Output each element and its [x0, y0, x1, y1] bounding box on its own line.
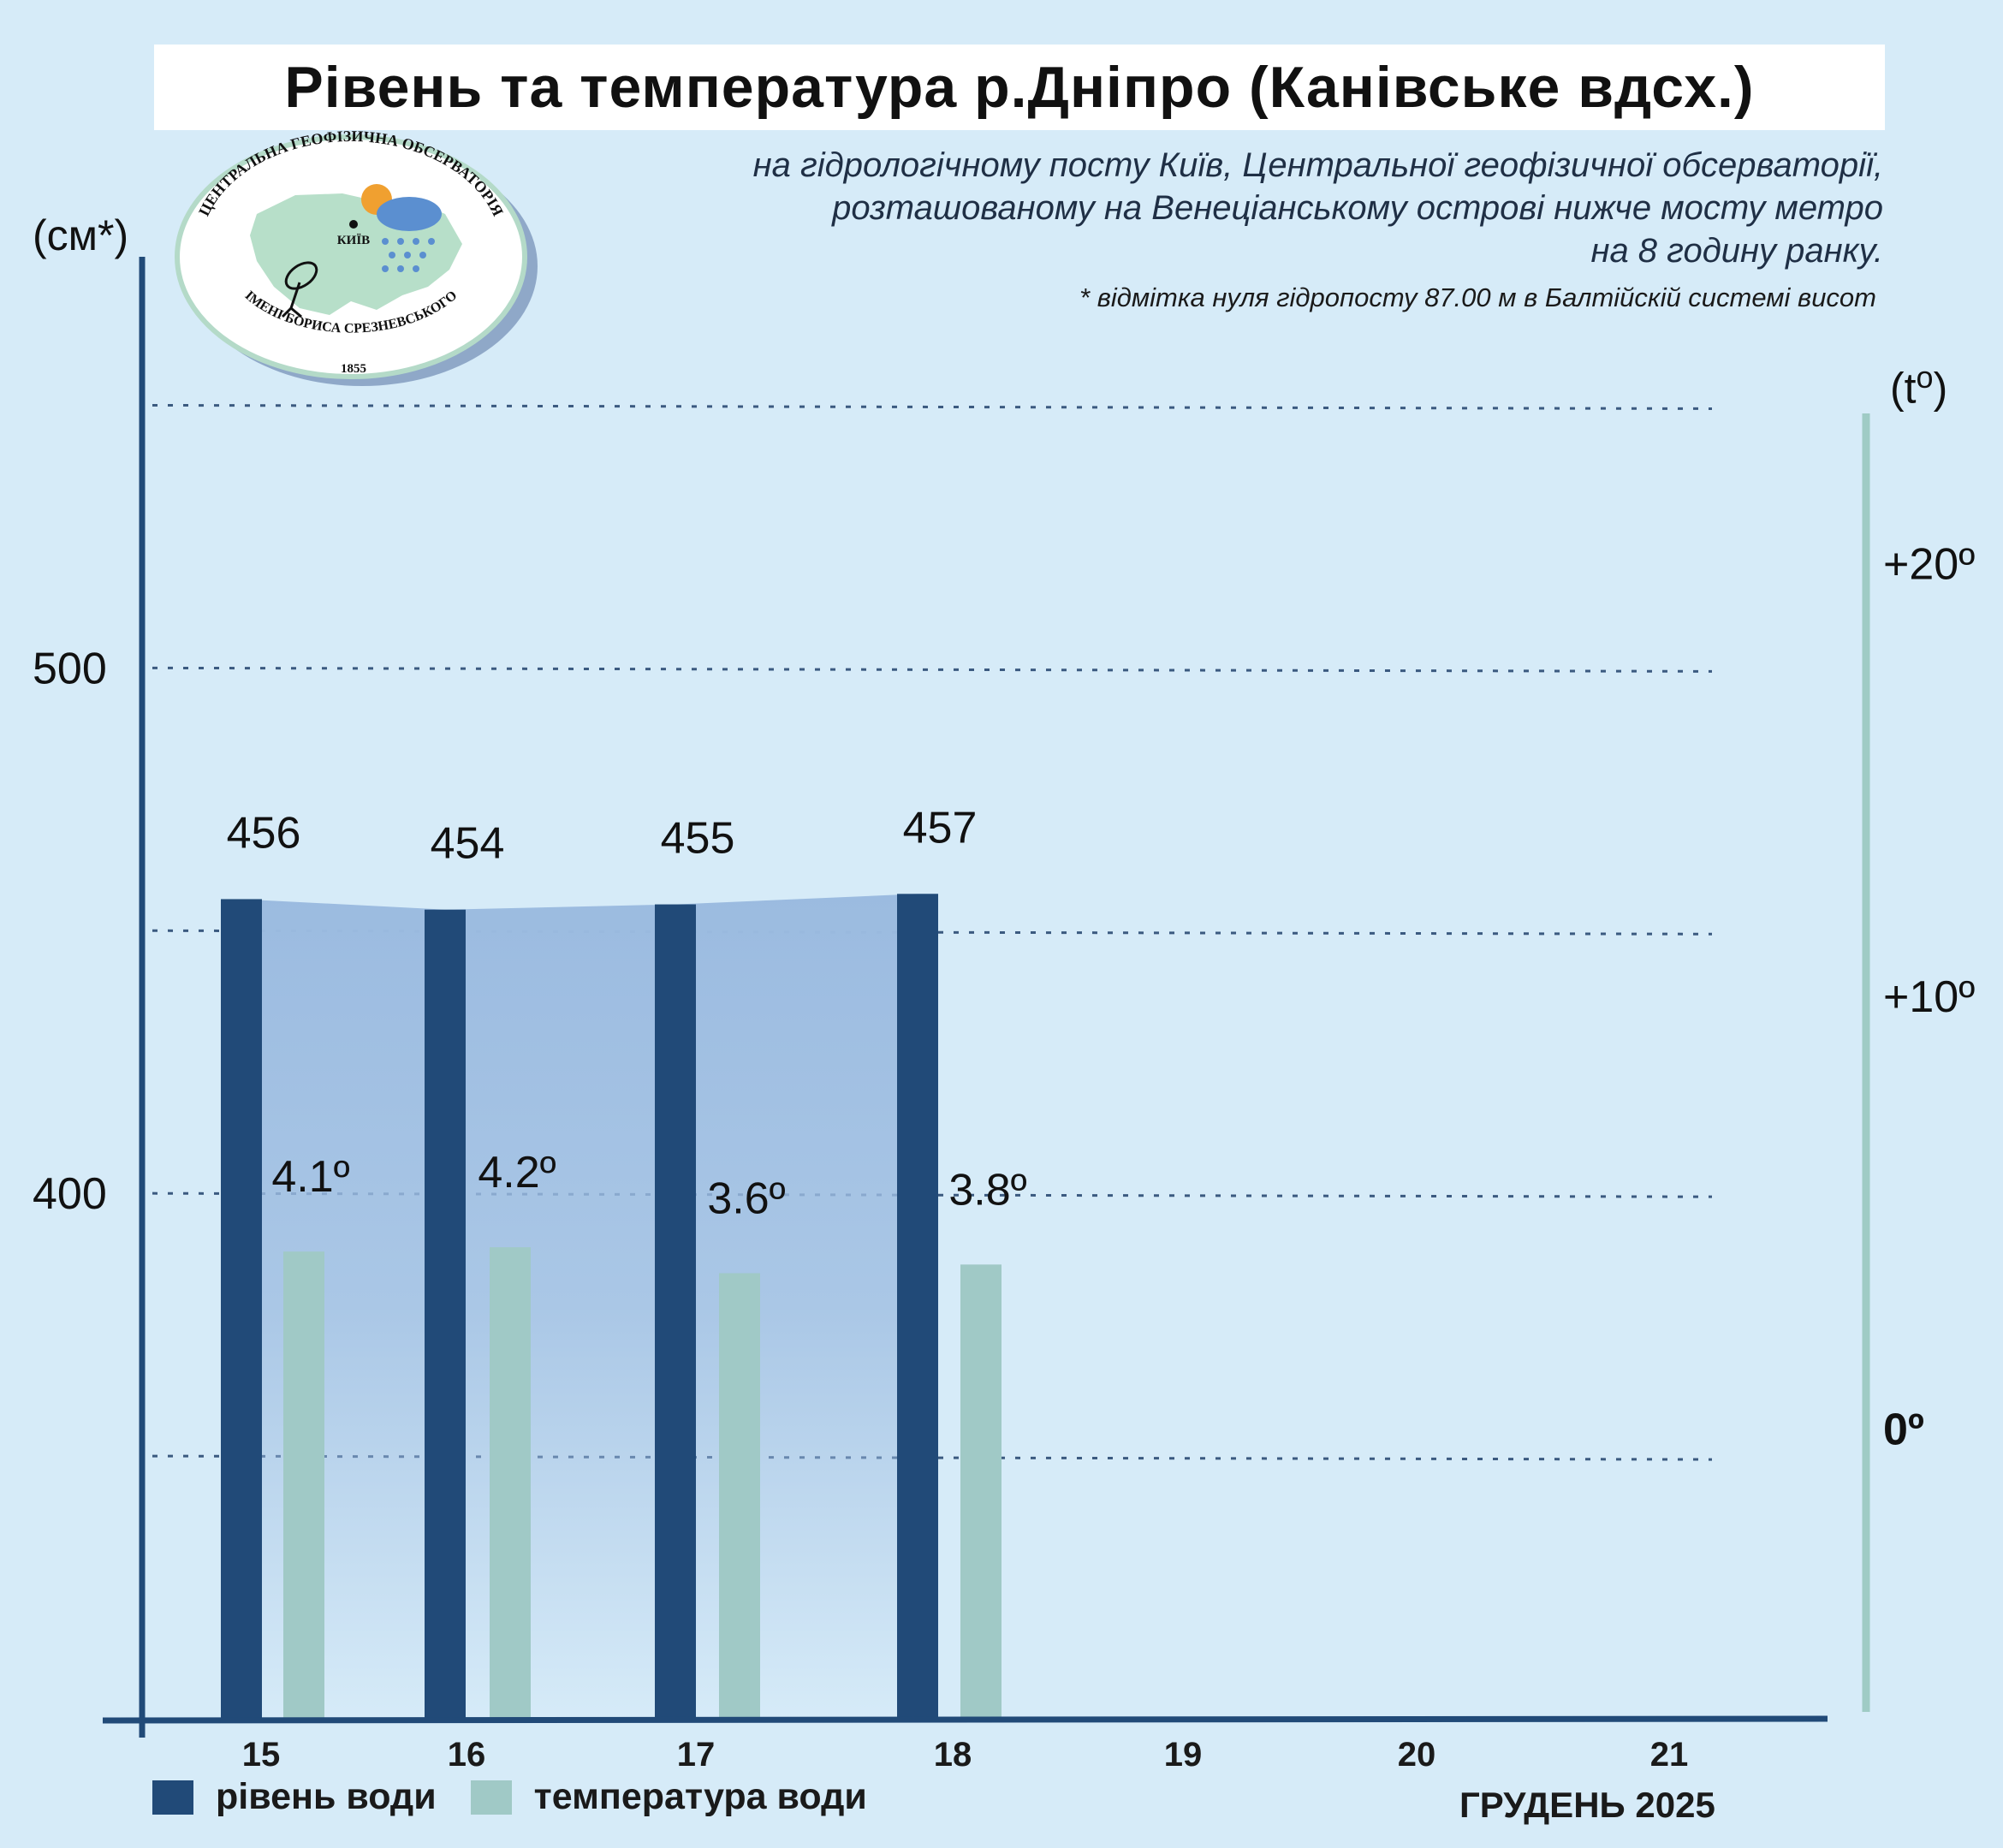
kyiv-dot: [349, 220, 358, 229]
legend-swatch-temperature: [470, 1780, 512, 1815]
gridline-500: [152, 666, 1713, 673]
temperature-bar-18: [960, 1264, 1002, 1719]
logo-city-text: КИЇВ: [337, 234, 370, 247]
temperature-value-label-18: 3.8º: [948, 1165, 1026, 1215]
observatory-logo: ЦЕНТРАЛЬНА ГЕОФІЗИЧНА ОБСЕРВАТОРІЯ КИЇВ …: [175, 128, 538, 386]
temperature-bar-16: [490, 1247, 531, 1719]
legend: рівень води температура води: [152, 1776, 867, 1818]
logo-year-text: 1855: [341, 362, 366, 376]
left-tick-label-400: 400: [33, 1169, 107, 1219]
level-bar-16: [425, 909, 466, 1719]
level-bars: [221, 894, 938, 1719]
x-tick-label-16: 16: [448, 1736, 486, 1774]
gauge-zero-note: * відмітка нуля гідропосту 87.00 м в Бал…: [1079, 282, 1876, 312]
right-tick-label-1: +10º: [1883, 972, 1975, 1022]
subtitle-line-2: розташованому на Венеціанському острові …: [832, 189, 1883, 227]
level-bar-17: [655, 904, 696, 1719]
level-value-label-15: 456: [227, 808, 301, 858]
level-value-label-17: 455: [661, 814, 735, 864]
temperature-value-label-15: 4.1º: [271, 1152, 349, 1202]
chart-subtitle: на гідрологічному посту Київ, Центрально…: [428, 144, 1883, 272]
right-axis-unit-close: ): [1933, 364, 1948, 413]
left-tick-label-500: 500: [33, 644, 107, 693]
level-bar-15: [221, 899, 262, 1719]
gridline-550: [152, 403, 1713, 410]
satellite-dish-icon: [281, 261, 318, 318]
level-value-label-16: 454: [431, 819, 505, 869]
legend-swatch-level: [152, 1780, 193, 1815]
x-tick-label-18: 18: [934, 1736, 972, 1774]
level-area-fill: [221, 894, 938, 1719]
x-tick-label-15: 15: [242, 1736, 281, 1774]
x-tick-label-19: 19: [1164, 1736, 1203, 1774]
level-value-label-18: 457: [903, 803, 978, 853]
x-axis-line: [102, 1715, 1828, 1724]
x-tick-label-21: 21: [1650, 1736, 1689, 1774]
right-axis-unit: (to): [1890, 359, 1947, 413]
level-bar-18: [897, 894, 938, 1719]
chart-title: Рівень та температура р.Дніпро (Канівськ…: [284, 55, 1755, 120]
chart-labels: 456 454 455 457 4.1º 4.2º 3.6º 3.8º 400 500 0º +10º…: [33, 540, 1975, 1774]
legend-label-level: рівень води: [216, 1776, 437, 1817]
left-axis-unit: (см*): [33, 211, 129, 259]
rain-drops-icon: [382, 238, 435, 272]
x-tick-label-20: 20: [1398, 1736, 1436, 1774]
x-tick-label-17: 17: [677, 1736, 716, 1774]
temperature-bar-15: [283, 1251, 324, 1719]
cloud-icon: [377, 197, 442, 231]
temperature-value-label-16: 4.2º: [478, 1148, 556, 1197]
temperature-bar-17: [719, 1273, 760, 1719]
subtitle-line-1: на гідрологічному посту Київ, Центрально…: [752, 146, 1883, 184]
month-label: ГРУДЕНЬ 2025: [1459, 1785, 1715, 1825]
right-axis-unit-degree: o: [1916, 359, 1934, 395]
temperature-bars: [283, 1247, 1002, 1719]
axes: [102, 257, 1870, 1738]
right-tick-label-2: +20º: [1883, 540, 1975, 590]
legend-label-temperature: температура води: [533, 1776, 867, 1817]
title-box: Рівень та температура р.Дніпро (Канівськ…: [154, 45, 1885, 130]
right-tick-label-0: 0º: [1883, 1405, 1924, 1454]
right-axis-unit-base: (t: [1890, 364, 1917, 413]
temperature-value-label-17: 3.6º: [707, 1174, 785, 1223]
subtitle-line-3: на 8 годину ранку.: [1590, 232, 1883, 270]
